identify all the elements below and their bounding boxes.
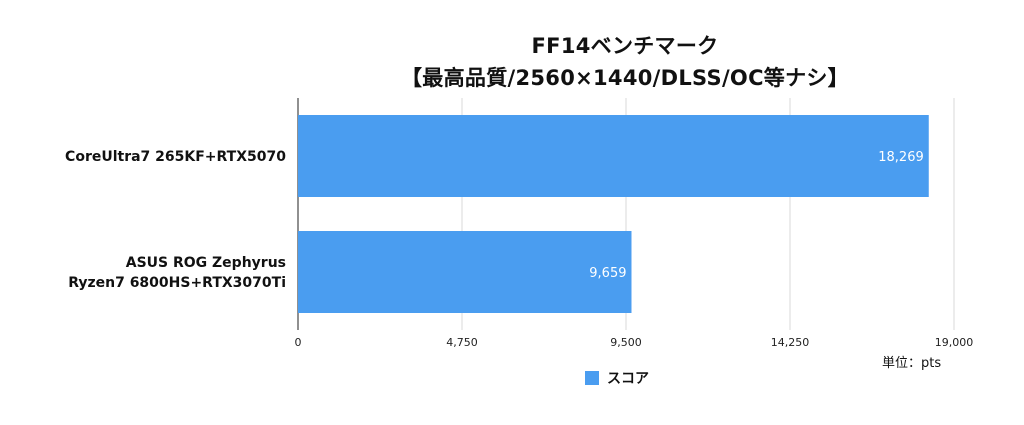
x-tick-label: 9,500 [610, 336, 642, 349]
legend-label: スコア [607, 371, 649, 387]
x-tick-label: 14,250 [771, 336, 810, 349]
data-label: 18,269 [878, 150, 924, 165]
x-tick-label: 0 [295, 336, 302, 349]
bar [298, 115, 929, 197]
unit-label: 単位：pts [882, 356, 942, 371]
category-label: Ryzen7 6800HS+RTX3070Ti [68, 275, 286, 291]
bar [298, 231, 632, 313]
legend-swatch [585, 371, 599, 385]
data-label: 9,659 [589, 266, 626, 281]
chart-title: FF14ベンチマーク [531, 34, 719, 58]
legend: スコア [585, 368, 649, 388]
chart-subtitle: 【最高品質/2560×1440/DLSS/OC等ナシ】 [401, 66, 849, 90]
x-tick-label: 19,000 [935, 336, 974, 349]
x-tick-label: 4,750 [446, 336, 478, 349]
category-label: CoreUltra7 265KF+RTX5070 [65, 149, 286, 165]
category-label: ASUS ROG Zephyrus [126, 255, 286, 271]
